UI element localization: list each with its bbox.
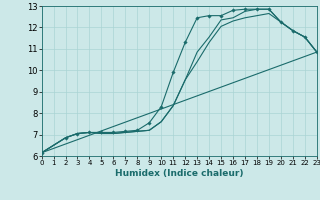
X-axis label: Humidex (Indice chaleur): Humidex (Indice chaleur) [115, 169, 244, 178]
